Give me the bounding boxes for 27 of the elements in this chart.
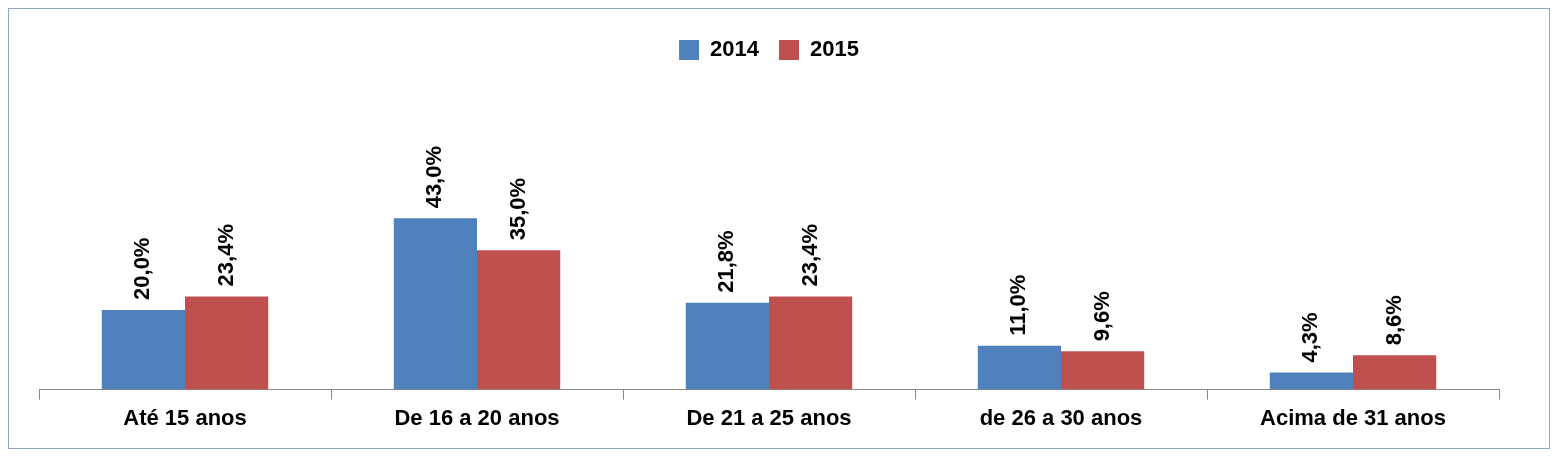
data-label: 23,4% (212, 224, 238, 287)
data-label: 20,0% (129, 237, 155, 300)
x-tick-label: De 16 a 20 anos (394, 404, 560, 430)
bar (101, 309, 185, 390)
data-label: 9,6% (1088, 291, 1114, 342)
bar (477, 250, 561, 390)
data-label: 43,0% (421, 145, 447, 209)
data-label: 11,0% (1005, 274, 1031, 336)
bar (1061, 351, 1145, 390)
bar (769, 296, 853, 390)
bar (1269, 372, 1353, 390)
x-tick-label: Até 15 anos (123, 404, 247, 430)
bar (977, 345, 1061, 390)
x-tick-label: Acima de 31 anos (1260, 404, 1446, 430)
legend-label: 2015 (810, 36, 859, 62)
bar (1353, 355, 1437, 390)
data-label: 21,8% (713, 230, 739, 293)
bar (685, 302, 769, 390)
data-label: 8,6% (1380, 295, 1406, 346)
data-label: 35,0% (504, 177, 530, 241)
x-tick-label: De 21 a 25 anos (686, 404, 852, 430)
bar (393, 218, 477, 390)
data-label: 23,4% (796, 224, 822, 287)
bar (185, 296, 269, 390)
x-tick-label: de 26 a 30 anos (979, 404, 1143, 430)
legend-label: 2014 (710, 36, 760, 62)
data-label: 4,3% (1297, 312, 1323, 363)
